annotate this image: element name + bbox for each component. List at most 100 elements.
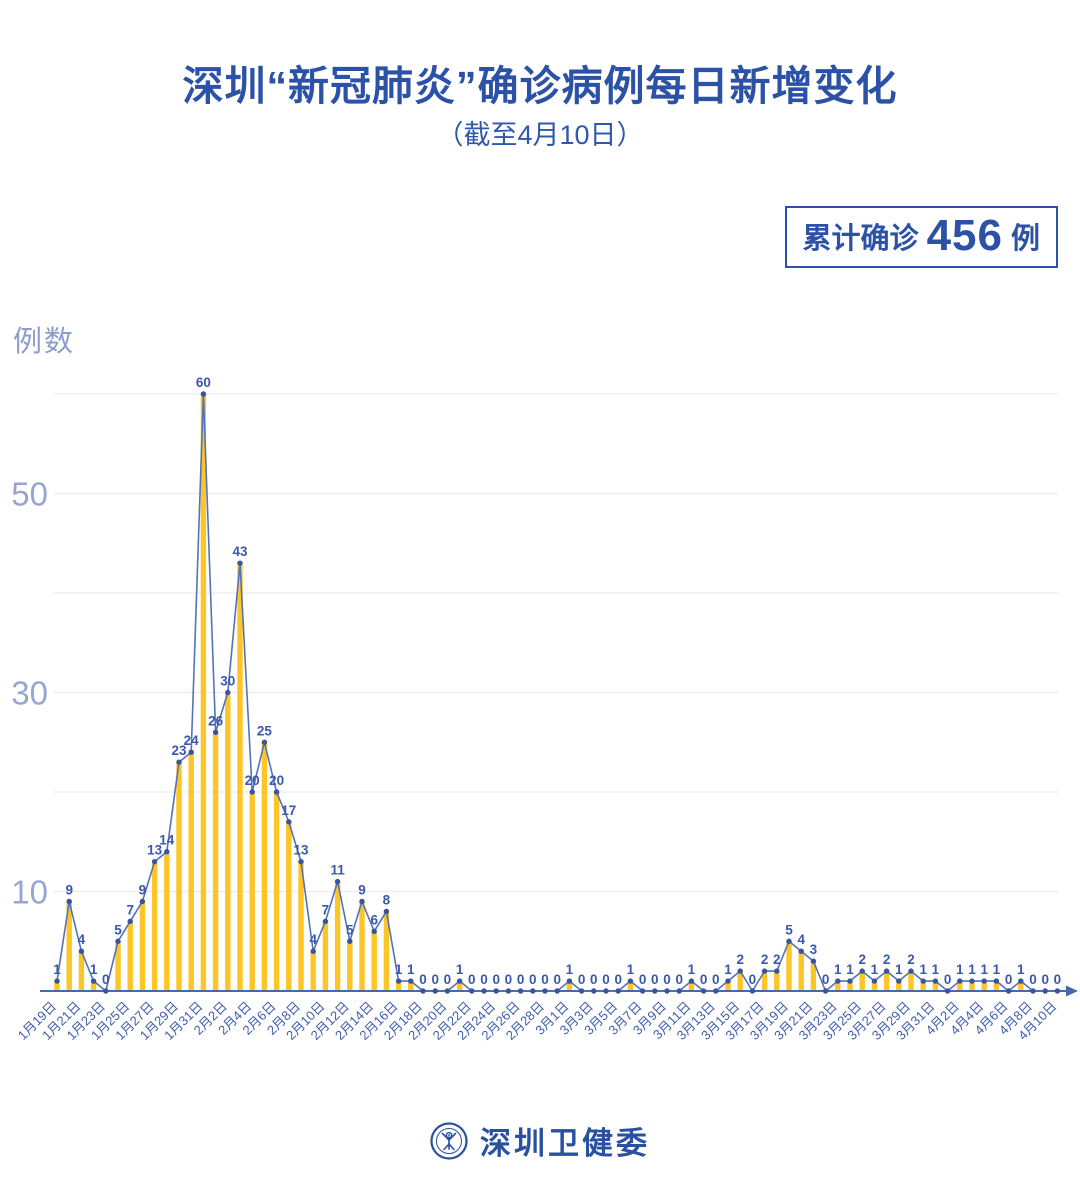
- data-point: [578, 988, 585, 994]
- value-label: 1: [932, 962, 940, 977]
- bar: [395, 981, 402, 991]
- data-point: [505, 988, 512, 994]
- data-point: [810, 958, 817, 964]
- bar: [139, 901, 146, 991]
- value-label: 4: [797, 932, 805, 947]
- badge-unit: 例: [1010, 223, 1040, 255]
- bar: [90, 981, 97, 991]
- bar: [798, 951, 804, 991]
- value-label: 60: [196, 375, 211, 390]
- value-label: 0: [1041, 972, 1049, 987]
- bar: [737, 971, 743, 991]
- data-point: [164, 849, 170, 855]
- value-label: 0: [480, 972, 488, 987]
- value-label: 3: [810, 942, 818, 957]
- value-label: 1: [395, 962, 403, 977]
- y-tick-label: 30: [11, 675, 48, 712]
- value-label: 0: [578, 972, 586, 987]
- value-label: 1: [53, 962, 61, 977]
- data-point: [871, 978, 878, 984]
- value-label: 0: [102, 972, 110, 987]
- bar: [273, 792, 280, 991]
- value-label: 1: [871, 962, 879, 977]
- value-label: 0: [468, 972, 476, 987]
- data-point: [103, 988, 109, 994]
- data-point: [432, 988, 438, 994]
- data-point: [481, 988, 487, 994]
- cumulative-confirmed-badge: 累计确诊 456 例: [784, 206, 1058, 268]
- data-point: [127, 918, 133, 925]
- value-label: 0: [663, 972, 671, 987]
- value-label: 1: [968, 962, 976, 977]
- value-label: 0: [505, 972, 513, 987]
- bar: [286, 821, 292, 991]
- data-point: [615, 988, 621, 994]
- bar: [200, 394, 207, 991]
- value-label: 13: [147, 843, 163, 858]
- value-label: 1: [566, 962, 574, 977]
- value-label: 1: [956, 962, 964, 977]
- value-label: 0: [651, 972, 659, 987]
- value-label: 1: [895, 962, 903, 977]
- page-subtitle: （截至4月10日）: [436, 120, 644, 150]
- bar: [66, 901, 72, 991]
- value-label: 0: [675, 972, 683, 987]
- bar: [347, 941, 353, 991]
- value-label: 0: [749, 972, 757, 987]
- value-label: 7: [322, 902, 330, 917]
- data-point: [1054, 988, 1061, 994]
- value-label: 43: [232, 544, 248, 559]
- value-label: 0: [1005, 972, 1013, 987]
- bar: [896, 981, 902, 991]
- bar: [334, 881, 341, 991]
- bar: [871, 981, 878, 991]
- bar: [176, 762, 182, 991]
- chart-canvas: 1030501941057913142324602630432025201713…: [11, 375, 1078, 1043]
- value-label: 2: [761, 952, 769, 967]
- data-point: [420, 988, 426, 994]
- data-point: [371, 928, 377, 934]
- data-point: [835, 978, 841, 984]
- value-label: 0: [444, 972, 452, 987]
- bar: [115, 941, 121, 991]
- value-label: 0: [553, 972, 561, 987]
- value-label: 0: [639, 972, 647, 987]
- y-tick-label: 10: [11, 874, 48, 911]
- bar: [847, 981, 853, 991]
- value-label: 1: [980, 962, 988, 977]
- bar: [383, 911, 390, 991]
- data-point: [786, 938, 792, 944]
- data-point: [774, 968, 780, 974]
- footer: 深圳卫健委: [0, 1118, 1080, 1163]
- value-label: 7: [126, 902, 134, 917]
- data-point: [737, 968, 743, 974]
- value-label: 23: [171, 743, 187, 758]
- data-point: [627, 978, 634, 984]
- value-label: 1: [407, 962, 415, 977]
- value-label: 1: [456, 962, 464, 977]
- data-point: [322, 918, 329, 925]
- bar: [969, 981, 975, 991]
- shenzhen-health-commission-logo-icon: [430, 1121, 468, 1160]
- data-point: [347, 938, 353, 944]
- bar: [127, 921, 133, 991]
- value-label: 4: [309, 932, 317, 947]
- bar: [371, 931, 377, 991]
- bar: [908, 971, 914, 991]
- value-label: 11: [330, 863, 345, 878]
- value-label: 0: [517, 972, 525, 987]
- bar: [408, 981, 414, 991]
- value-label: 0: [1029, 972, 1037, 987]
- data-point: [944, 988, 951, 994]
- data-point: [517, 988, 524, 994]
- data-point: [151, 858, 158, 865]
- data-point: [78, 948, 85, 954]
- value-label: 17: [281, 803, 296, 818]
- bar: [54, 981, 60, 991]
- page-title: 深圳“新冠肺炎”确诊病例每日新增变化: [182, 63, 898, 109]
- data-point: [603, 988, 609, 994]
- data-point: [798, 948, 804, 954]
- data-point: [334, 878, 341, 885]
- data-point: [761, 968, 768, 974]
- data-point: [932, 978, 939, 984]
